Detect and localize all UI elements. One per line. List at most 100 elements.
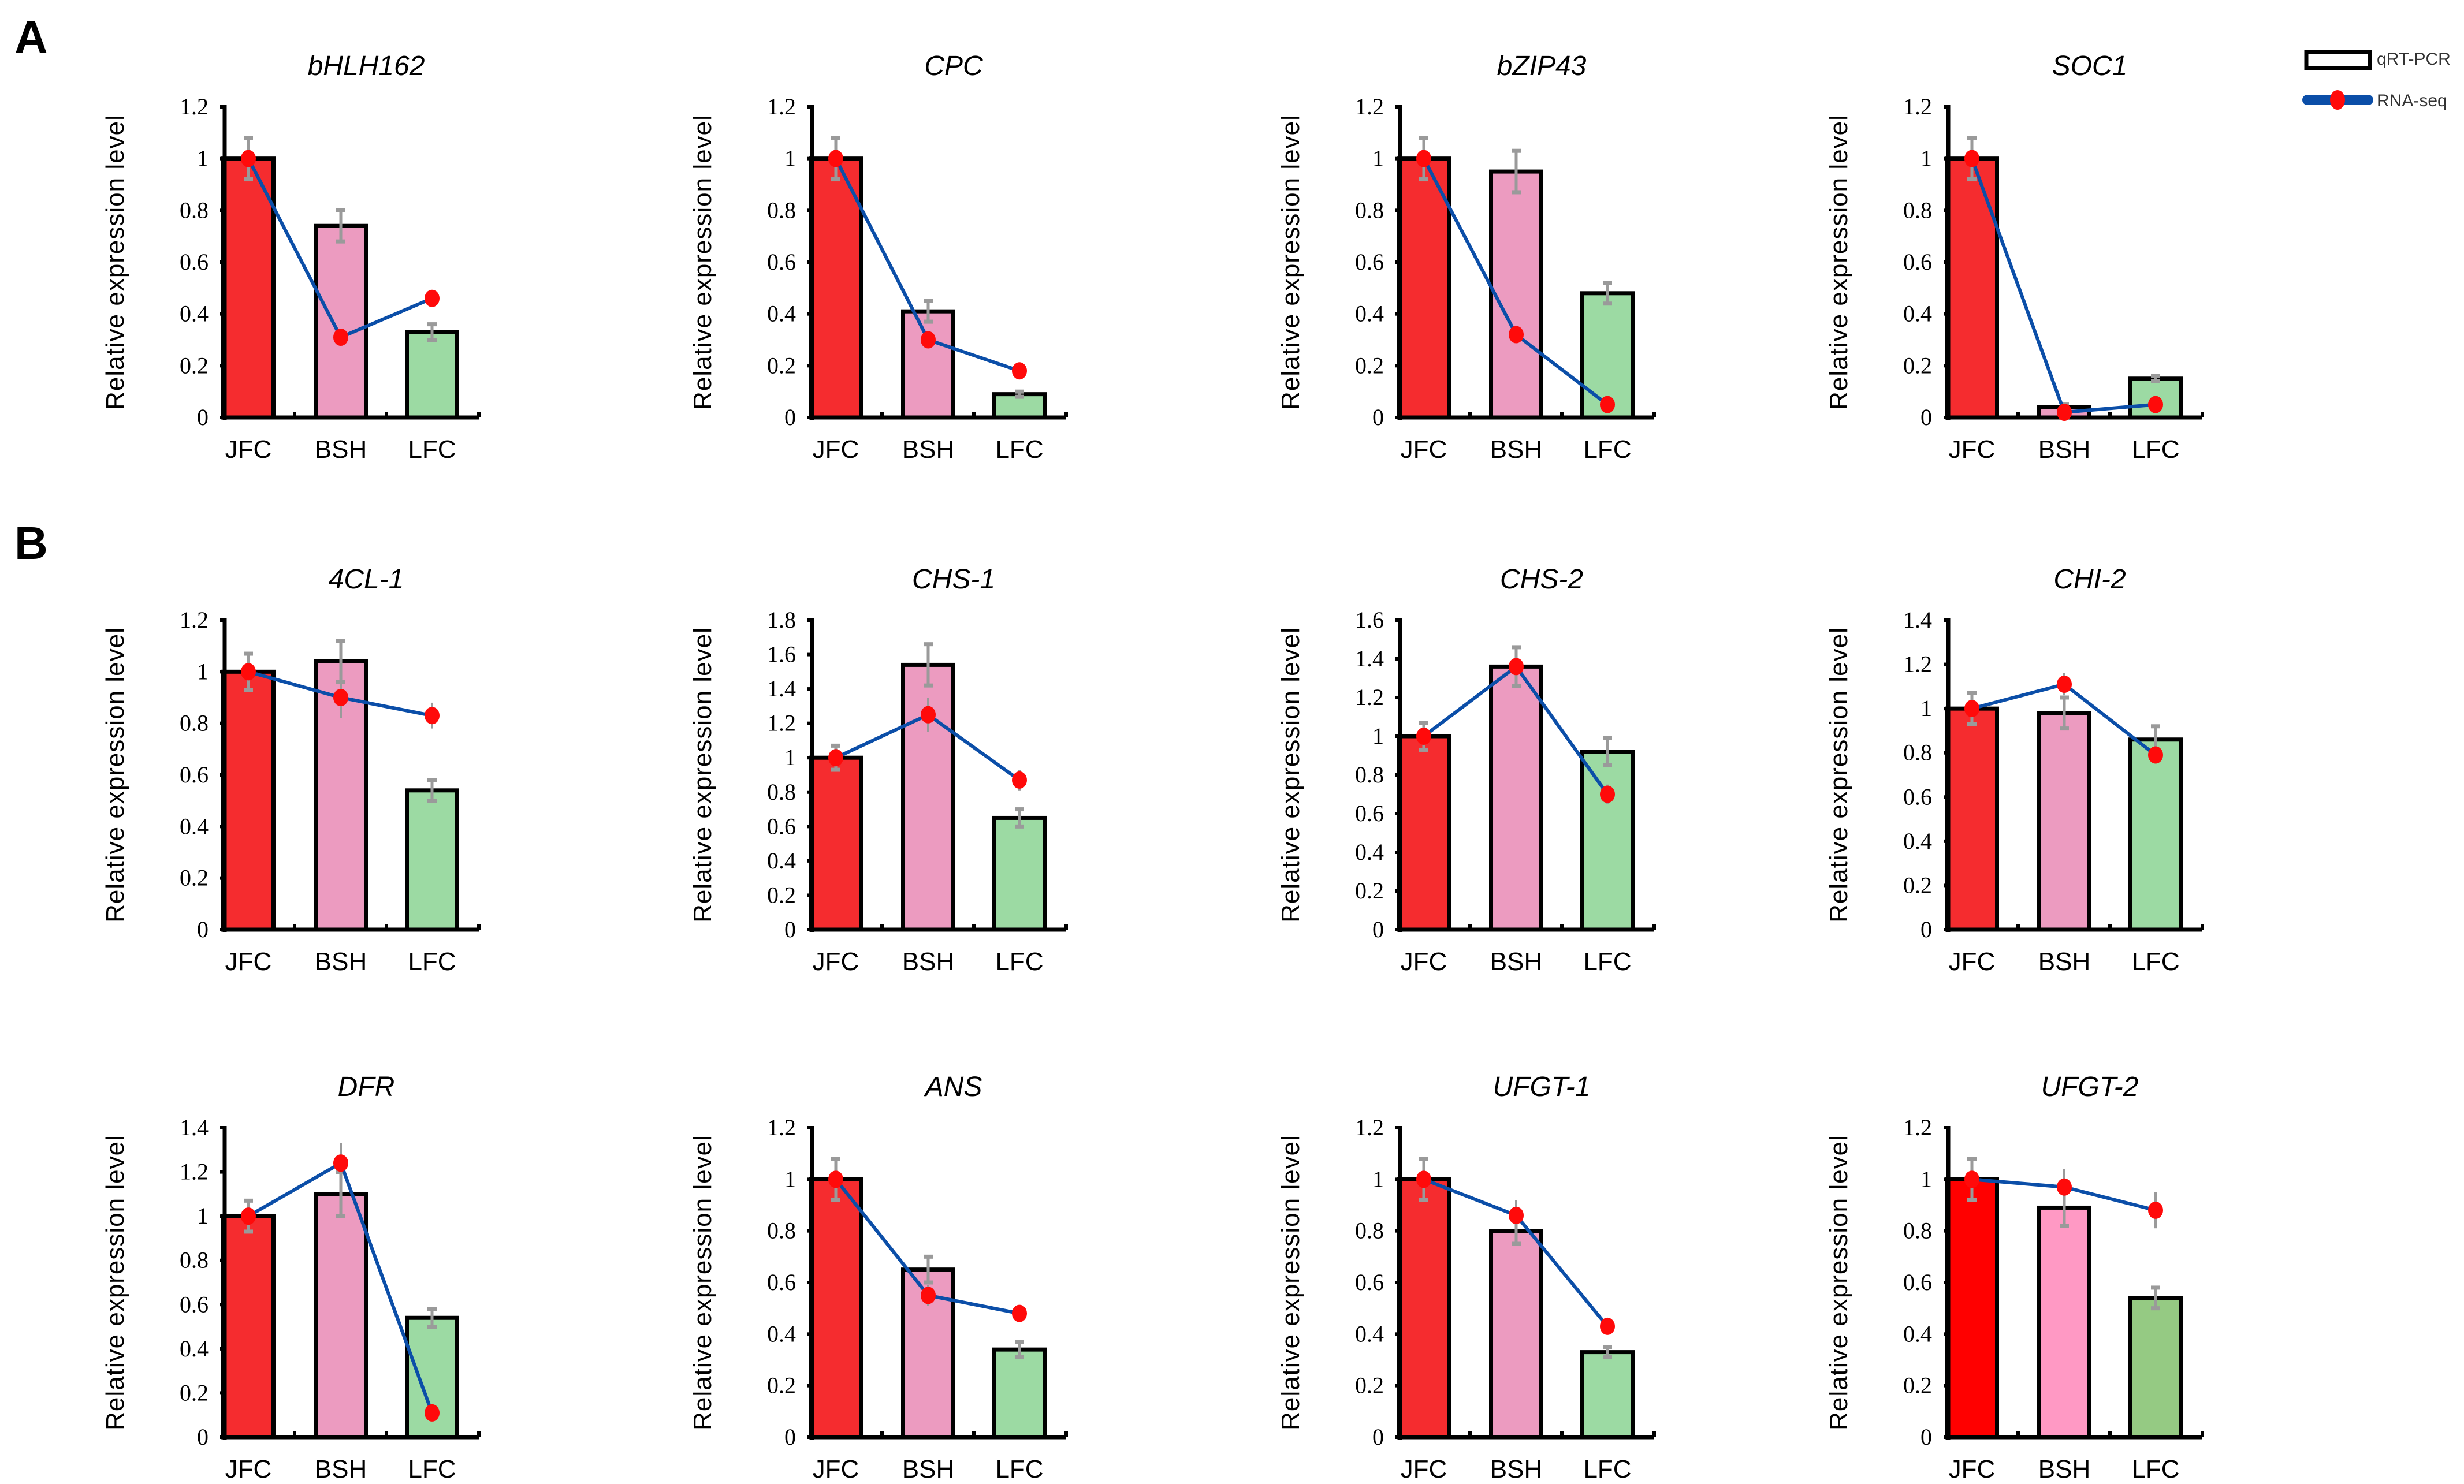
- rna-seq-point-bsh: [921, 1287, 936, 1304]
- y-tick-label: 0.2: [1355, 878, 1384, 904]
- y-tick-label: 0.8: [180, 197, 209, 223]
- chart-title: SOC1: [2052, 51, 2128, 81]
- y-tick-label: 0.2: [1355, 352, 1384, 378]
- y-tick-label: 1.4: [1903, 607, 1932, 633]
- rna-seq-line: [1970, 158, 2156, 415]
- panel-label-b: B: [14, 517, 48, 569]
- x-tick-label: JFC: [1401, 1455, 1447, 1483]
- legend-bar-swatch: [2304, 50, 2372, 70]
- y-tick-label: 0: [784, 404, 796, 430]
- bar-lfc: [992, 815, 1047, 932]
- bar-bsh: [2037, 711, 2091, 932]
- bar-jfc: [809, 1177, 863, 1440]
- y-tick-label: 0.8: [767, 779, 796, 805]
- y-tick-label: 0: [197, 1424, 209, 1450]
- y-tick-label: 1.2: [180, 607, 209, 633]
- y-tick-label: 0.4: [1903, 301, 1932, 327]
- y-axis-label: Relative expression level: [688, 114, 717, 410]
- rna-seq-point-bsh: [333, 329, 348, 346]
- y-tick-label: 0.8: [180, 1247, 209, 1273]
- x-tick-label: LFC: [1583, 948, 1631, 976]
- y-tick-label: 0.6: [180, 762, 209, 788]
- bar-bsh: [2037, 1205, 2091, 1440]
- bar-jfc: [1945, 1177, 1999, 1440]
- y-tick-label: 0.8: [1355, 762, 1384, 788]
- y-tick-label: 0: [197, 916, 209, 942]
- x-tick-label: JFC: [1949, 948, 1996, 976]
- y-tick-label: 0.4: [180, 813, 209, 839]
- bar-bsh: [1489, 169, 1543, 420]
- rna-seq-point-lfc: [1012, 362, 1027, 380]
- y-tick-label: 1.2: [1355, 684, 1384, 710]
- y-axis-label: Relative expression level: [1276, 1135, 1305, 1430]
- rna-seq-point-bsh: [333, 1154, 348, 1172]
- rna-seq-point-jfc: [241, 150, 256, 167]
- x-tick-label: LFC: [408, 435, 456, 464]
- x-tick-label: BSH: [1490, 435, 1542, 464]
- panel-label-a: A: [14, 12, 48, 63]
- chart-ufgt-2: UFGT-2 Relative expression level 0 0.2 0.4 0.…: [1825, 1072, 2204, 1483]
- y-axis-label: Relative expression level: [1276, 627, 1305, 923]
- bar-lfc: [405, 788, 459, 932]
- rna-seq-point-jfc: [828, 749, 843, 767]
- bar-jfc: [809, 755, 863, 932]
- chart-ans: ANS Relative expression level 0 0.2 0.4 0.6 0.…: [688, 1072, 1068, 1483]
- y-tick-label: 1: [197, 146, 209, 171]
- x-tick-label: BSH: [902, 1455, 954, 1483]
- y-axis-label: Relative expression level: [688, 1135, 717, 1430]
- bar-bsh: [901, 309, 955, 420]
- y-tick-label: 1: [1920, 1166, 1932, 1192]
- y-axis-label: Relative expression level: [688, 627, 717, 923]
- bar-jfc: [221, 156, 276, 420]
- chart-soc1: SOC1 Relative expression level 0 0.2 0.4 0.6 0…: [1825, 51, 2204, 464]
- y-tick-label: 0.2: [1355, 1373, 1384, 1399]
- bar-lfc: [992, 1347, 1047, 1440]
- rna-seq-point-lfc: [1600, 1317, 1615, 1335]
- bar-jfc: [1945, 156, 1999, 420]
- y-tick-label: 1.6: [767, 642, 796, 668]
- chart-title: CPC: [924, 51, 983, 81]
- y-tick-label: 1: [1372, 1166, 1384, 1192]
- rna-seq-point-bsh: [921, 331, 936, 349]
- y-tick-label: 0.2: [1903, 872, 1932, 898]
- rna-seq-point-lfc: [425, 707, 440, 725]
- y-tick-label: 1.4: [180, 1114, 209, 1140]
- rna-seq-point-bsh: [333, 689, 348, 706]
- bar-jfc: [221, 1214, 276, 1440]
- rna-seq-point-lfc: [2148, 396, 2163, 413]
- bar-bsh: [314, 223, 368, 420]
- rna-seq-point-bsh: [2057, 676, 2072, 693]
- chart-title: CHI-2: [2053, 564, 2126, 595]
- chart-chi-2: CHI-2 Relative expression level 0 0.2 0.4 0.6…: [1825, 564, 2204, 976]
- y-tick-label: 0: [1920, 404, 1932, 430]
- x-tick-label: JFC: [225, 435, 272, 464]
- y-axis-label: Relative expression level: [1276, 114, 1305, 410]
- y-tick-label: 0.2: [767, 882, 796, 908]
- y-tick-label: 0.6: [1903, 1269, 1932, 1295]
- x-tick-label: LFC: [1583, 435, 1631, 464]
- y-tick-label: 1.4: [1355, 646, 1384, 672]
- rna-seq-point-jfc: [828, 150, 843, 167]
- x-tick-label: JFC: [813, 1455, 859, 1483]
- y-tick-label: 0.2: [180, 352, 209, 378]
- y-axis-label: Relative expression level: [101, 627, 129, 923]
- x-tick-label: BSH: [315, 1455, 367, 1483]
- rna-seq-point-jfc: [1964, 700, 1979, 718]
- y-tick-label: 1: [1372, 723, 1384, 749]
- legend-line-label: RNA-seq: [2377, 91, 2447, 110]
- rna-seq-point-lfc: [1600, 785, 1615, 803]
- y-tick-label: 0.8: [1903, 197, 1932, 223]
- rna-seq-point-jfc: [1964, 150, 1979, 167]
- chart-4cl-1: 4CL-1 Relative expression level 0 0.2 0.4 0.6…: [101, 564, 481, 976]
- rna-seq-point-bsh: [2057, 1178, 2072, 1196]
- y-tick-label: 0.8: [767, 197, 796, 223]
- rna-seq-point-jfc: [1416, 1170, 1431, 1188]
- y-tick-label: 1.2: [1903, 94, 1932, 120]
- bar-lfc: [1580, 1350, 1635, 1440]
- y-tick-label: 0.4: [180, 301, 209, 327]
- y-tick-label: 1: [784, 146, 796, 171]
- y-tick-label: 0: [1372, 916, 1384, 942]
- bar-lfc: [1580, 750, 1635, 932]
